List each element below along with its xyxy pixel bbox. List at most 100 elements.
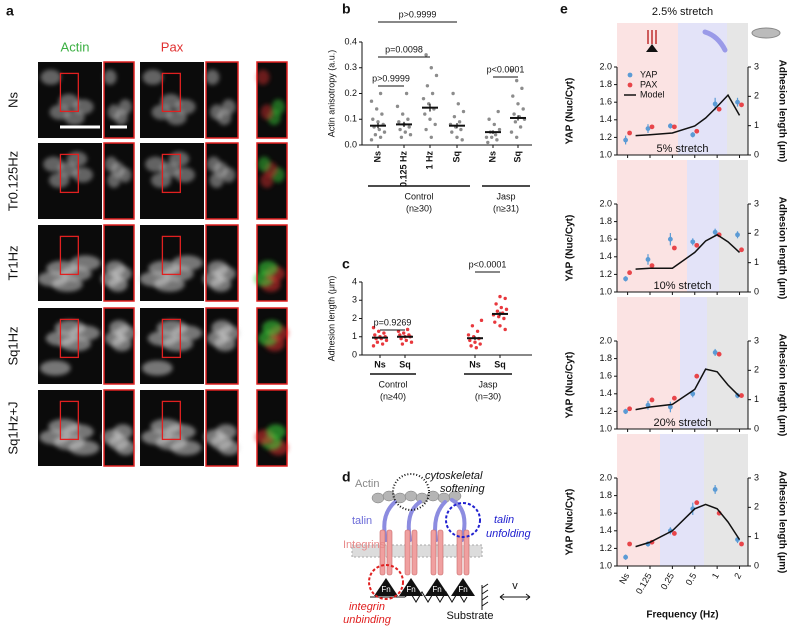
y-tick-label: 1.6: [599, 371, 612, 381]
x-tick-label: Sq: [451, 151, 461, 163]
y-tick-label: 0.1: [344, 114, 357, 124]
cell-blob: [109, 320, 129, 336]
cell-blob: [271, 99, 285, 115]
data-point: [404, 338, 408, 343]
data-point: [667, 404, 673, 410]
micrograph: [101, 224, 135, 302]
data-point: [373, 333, 377, 337]
micrograph: [140, 143, 204, 219]
cell-blob: [58, 93, 79, 110]
data-point: [400, 342, 405, 346]
crop-border: [256, 142, 288, 220]
cell-blob: [40, 69, 62, 85]
cell-blob: [266, 424, 286, 440]
data-point: [497, 127, 502, 132]
data-point: [492, 122, 496, 127]
data-point: [512, 112, 516, 116]
diagram-label: cytoskeletal: [425, 470, 483, 482]
data-point: [712, 350, 718, 355]
crop-border: [205, 142, 239, 220]
micrograph: [38, 390, 102, 466]
data-point: [430, 91, 435, 96]
data-point: [513, 120, 518, 124]
data-point: [433, 122, 437, 127]
y-axis-label: YAP (Nuc/Cyt): [565, 78, 576, 145]
data-point: [493, 320, 497, 324]
data-point: [504, 307, 509, 312]
crop-border: [205, 389, 239, 467]
y2-tick-label: 0: [754, 286, 759, 296]
data-point: [694, 500, 700, 506]
data-point: [690, 391, 696, 397]
data-point: [457, 120, 462, 124]
crop-border: [103, 224, 135, 302]
legend-swatch: [627, 82, 633, 88]
actin-filament: [371, 490, 462, 504]
group-n: (n≥31): [493, 203, 519, 213]
data-point: [384, 338, 389, 343]
cell-blob: [43, 156, 64, 172]
data-point: [712, 229, 718, 235]
data-point: [429, 66, 433, 70]
data-point: [649, 124, 655, 130]
y2-axis-label: Adhesion length (μm): [776, 471, 787, 574]
diagram-label: integrin: [349, 601, 385, 613]
data-point: [468, 338, 472, 343]
y-axis-label: YAP (Nuc/Cyt): [565, 489, 576, 556]
model-line: [635, 233, 741, 270]
data-point: [466, 333, 471, 337]
cell-blob: [150, 418, 181, 435]
data-point: [371, 344, 376, 348]
legend-label: YAP: [640, 69, 657, 79]
roi-box: [161, 400, 181, 441]
y2-tick-label: 2: [754, 91, 759, 101]
cell-blob: [168, 151, 190, 167]
micrograph: [140, 308, 204, 384]
crop-border: [205, 224, 239, 302]
diagram-label: v: [512, 580, 518, 592]
row-label: Tr1Hz: [5, 246, 20, 281]
data-point: [382, 331, 386, 335]
data-point: [671, 124, 677, 130]
data-point: [712, 101, 718, 107]
crop-border: [256, 61, 288, 139]
y-tick-label: 1.4: [599, 114, 612, 124]
cell-blob: [256, 69, 270, 85]
data-point: [521, 107, 525, 111]
data-point: [739, 247, 744, 253]
data-point: [627, 541, 633, 547]
data-point: [408, 133, 413, 137]
regime-shade: [617, 160, 687, 292]
cell-blob: [48, 418, 79, 435]
crop-border: [103, 142, 135, 220]
data-point: [671, 245, 677, 251]
data-point: [371, 117, 375, 121]
x-tick-label: Ns: [469, 359, 481, 369]
micrograph: [205, 142, 239, 220]
x-tick-label: 0.5: [684, 571, 699, 587]
cell-blob: [209, 104, 224, 120]
y2-tick-label: 3: [754, 335, 759, 345]
group-label: Control: [378, 379, 407, 389]
data-point: [694, 242, 700, 248]
data-point: [627, 406, 633, 412]
data-point: [627, 130, 633, 136]
y2-tick-label: 2: [754, 228, 759, 238]
roi-box: [59, 318, 79, 359]
crop-border: [103, 389, 135, 467]
row-label: Tr0.125Hz: [5, 151, 20, 211]
data-point: [459, 127, 463, 132]
roi-box: [161, 235, 181, 276]
cell-blob: [262, 320, 282, 336]
data-point: [739, 102, 744, 108]
x-tick-label: Ns: [372, 151, 382, 163]
legend-label: Model: [640, 89, 665, 99]
p-value: p=0.9269: [374, 317, 412, 327]
regime-shade: [680, 297, 707, 429]
micrograph: [38, 143, 102, 219]
cell-blob: [142, 69, 164, 85]
crop-border: [103, 307, 135, 385]
cell-blob: [172, 255, 203, 271]
data-point: [516, 102, 520, 106]
cell-blob: [207, 260, 229, 276]
